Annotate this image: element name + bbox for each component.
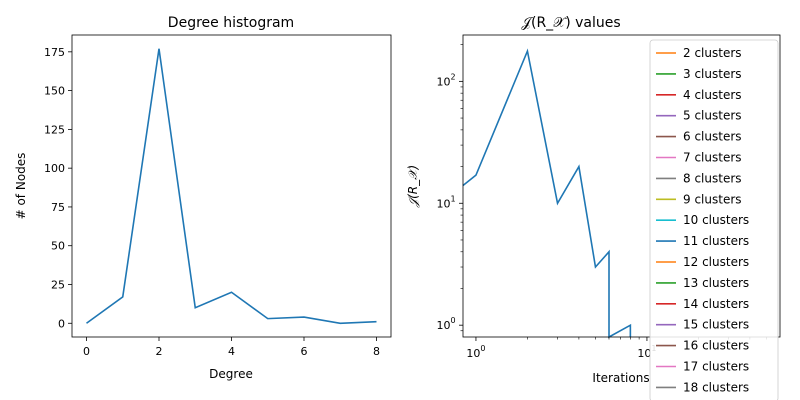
series-line — [86, 48, 377, 325]
legend-entry: 14 clusters — [683, 297, 749, 311]
y-tick-label: 175 — [44, 46, 65, 59]
chart-title: 𝒥(R_𝒳) values — [521, 15, 620, 31]
plot-frame — [462, 34, 781, 338]
y-tick-label: 0 — [58, 317, 65, 330]
y-tick-label: 100 — [44, 162, 65, 175]
y-axis-label: 𝒥(R_𝒳) — [406, 165, 420, 208]
y-tick-label: 50 — [51, 240, 65, 253]
x-tick-label: 6 — [301, 345, 308, 358]
x-tick-label: 100 — [466, 344, 485, 360]
legend: 2 clusters 3 clusters 4 clusters 5 clusters… — [649, 39, 779, 400]
legend-entry: 4 clusters — [683, 88, 742, 102]
legend-entry: 12 clusters — [683, 255, 749, 269]
y-tick-label: 25 — [51, 278, 65, 291]
series-line — [462, 48, 632, 339]
legend-entry: 9 clusters — [683, 192, 742, 206]
legend-box — [649, 39, 779, 400]
x-tick-label: 2 — [156, 345, 163, 358]
degree-histogram-chart: Degree histogram 0 2 4 6 8 0 25 50 75 100 125 150 17… — [14, 15, 392, 381]
x-axis-label: Iterations — [592, 371, 649, 385]
legend-entry: 13 clusters — [683, 276, 749, 290]
legend-entry: 3 clusters — [683, 67, 742, 81]
y-tick-label: 101 — [436, 194, 455, 210]
y-tick-label: 75 — [51, 201, 65, 214]
plot-frame — [71, 34, 392, 338]
y-tick-label: 150 — [44, 85, 65, 98]
chart-title: Degree histogram — [168, 15, 294, 31]
legend-entry: 6 clusters — [683, 130, 742, 144]
x-axis-label: Degree — [209, 367, 253, 381]
x-tick-label: 4 — [228, 345, 235, 358]
legend-entry: 16 clusters — [683, 339, 749, 353]
y-tick-label: 100 — [436, 316, 455, 332]
y-axis-label: # of Nodes — [14, 153, 28, 220]
legend-entry: 10 clusters — [683, 213, 749, 227]
x-tick-label: 8 — [373, 345, 380, 358]
legend-entry: 17 clusters — [683, 360, 749, 374]
legend-entry: 2 clusters — [683, 46, 742, 60]
legend-entry: 7 clusters — [683, 151, 742, 165]
legend-entry: 5 clusters — [683, 109, 742, 123]
y-tick-label: 125 — [44, 123, 65, 136]
legend-entry: 11 clusters — [683, 234, 749, 248]
legend-entry: 8 clusters — [683, 171, 742, 185]
j-values-chart: 𝒥(R_𝒳) values 100101100101102 Iterations… — [406, 15, 781, 400]
x-tick-label: 0 — [83, 345, 90, 358]
legend-entry: 15 clusters — [683, 318, 749, 332]
y-tick-label: 102 — [436, 72, 455, 88]
legend-entry: 18 clusters — [683, 380, 749, 394]
